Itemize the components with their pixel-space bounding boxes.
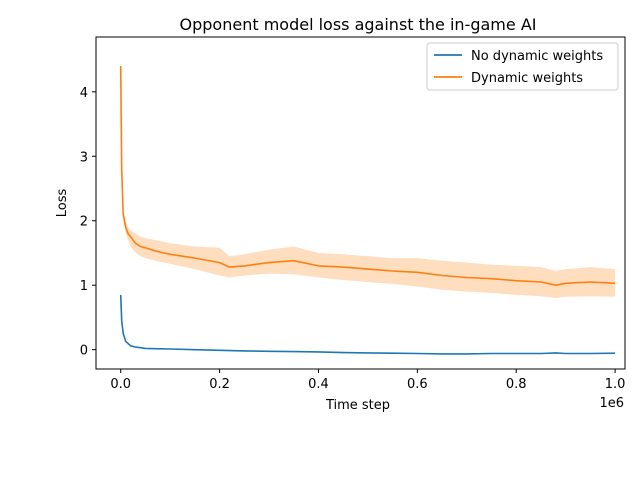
legend-box	[426, 42, 619, 91]
y-tick-label: 3	[80, 150, 88, 165]
legend: No dynamic weights Dynamic weights	[426, 42, 619, 91]
x-axis-offset-label: 1e6	[599, 396, 624, 411]
x-tick-label: 0.8	[506, 377, 527, 392]
x-tick-label: 1.0	[605, 377, 626, 392]
x-tick-label: 0.2	[209, 377, 230, 392]
y-tick-label: 4	[80, 86, 88, 101]
y-tick-label: 2	[80, 215, 88, 230]
x-tick-label: 0.0	[110, 377, 131, 392]
legend-label-dynamic-weights: Dynamic weights	[471, 71, 583, 86]
x-axis-label: Time step	[325, 398, 390, 413]
legend-label-no-dynamic-weights: No dynamic weights	[471, 49, 603, 64]
x-tick-label: 0.4	[308, 377, 329, 392]
confidence-band-2	[120, 66, 616, 299]
plot-frame	[95, 36, 626, 370]
series-line-2	[119, 65, 616, 287]
x-tick-label: 0.6	[407, 377, 428, 392]
y-tick-label: 1	[80, 279, 88, 294]
plot-area	[119, 65, 616, 355]
y-axis-label: Loss	[55, 189, 70, 218]
chart-title: Opponent model loss against the in-game …	[180, 15, 537, 34]
axes: 0.0 0.2 0.4 0.6 0.8 1.0 0 1 2 3 4	[80, 86, 626, 392]
series-line-1	[119, 294, 616, 355]
y-tick-label: 0	[80, 344, 88, 359]
